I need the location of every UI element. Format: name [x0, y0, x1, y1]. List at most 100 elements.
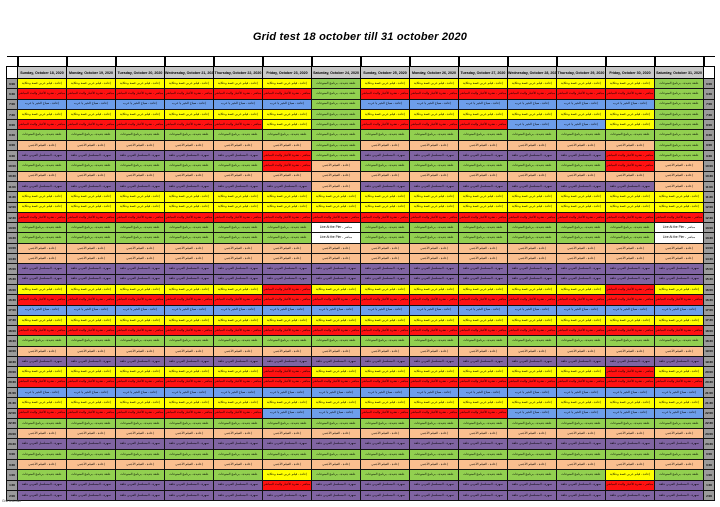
program-cell: إعادة - الفيلم الأجنبي [605, 458, 655, 471]
program-cell: إعادة - صباح الخير يا عرب [556, 119, 606, 131]
gap-day-segment [65, 56, 117, 67]
program-cell: حلقة جديدة - برنامج المنوعات [409, 335, 459, 347]
program-cell: إعادة - الفيلم الأجنبي [458, 345, 508, 358]
schedule-row: 20:30 مباشر - نشرة الأخبار والبث المباشر م… [6, 376, 715, 388]
program-cell: سهرة - المسلسل العربي حلقة [164, 150, 214, 162]
schedule-row: 13:00 حلقة جديدة - برنامج المنوعات حلقة جد… [6, 222, 715, 234]
time-label-right: 11:00 [703, 180, 715, 193]
program-cell: حلقة جديدة - برنامج المنوعات [458, 160, 508, 172]
program-cell: إعادة - فيلم عربي قصة وحكاية [262, 119, 312, 131]
program-cell: سهرة - المسلسل العربي حلقة [654, 273, 704, 285]
program-cell: مباشر - نشرة الأخبار والبث المباشر [507, 294, 557, 306]
schedule-grid-body: Sunday, October 18, 2020 Monday, October … [6, 56, 715, 502]
program-cell: إعادة - فيلم عربي قصة وحكاية [17, 191, 67, 203]
program-cell: إعادة - صباح الخير يا عرب [311, 304, 361, 316]
schedule-row: 22:00 مباشر - نشرة الأخبار والبث المباشر م… [6, 407, 715, 419]
program-cell: حلقة جديدة - برنامج المنوعات [409, 469, 459, 481]
program-cell: سهرة - المسلسل العربي حلقة [66, 489, 116, 502]
gap-corner-left [6, 56, 18, 67]
program-cell: حلقة جديدة - برنامج المنوعات [164, 335, 214, 347]
program-cell: إعادة - فيلم عربي قصة وحكاية [458, 201, 508, 213]
program-cell: إعادة - فيلم عربي قصة وحكاية [164, 283, 214, 296]
program-cell: حلقة جديدة - برنامج المنوعات [311, 77, 361, 90]
program-cell: إعادة - فيلم عربي قصة وحكاية [115, 366, 165, 378]
program-cell: إعادة - صباح الخير يا عرب [115, 304, 165, 316]
program-cell: سهرة - المسلسل العربي حلقة [654, 263, 704, 275]
program-cell: مباشر - نشرة الأخبار والبث المباشر [458, 407, 508, 419]
program-cell: حلقة جديدة - برنامج المنوعات [311, 150, 361, 162]
time-label-right: 12:30 [703, 211, 715, 224]
program-cell: سهرة - المسلسل العربي حلقة [115, 356, 165, 368]
program-cell: حلقة جديدة - برنامج المنوعات [654, 77, 704, 90]
program-cell: حلقة جديدة - برنامج المنوعات [17, 417, 67, 430]
program-cell: حلقة جديدة - برنامج المنوعات [556, 417, 606, 430]
program-cell: إعادة - الفيلم الأجنبي [654, 160, 704, 172]
gap-row [6, 56, 715, 67]
gap-day-segment [653, 56, 705, 67]
program-cell: إعادة - فيلم عربي قصة وحكاية [654, 191, 704, 203]
program-cell: إعادة - الفيلم الأجنبي [66, 345, 116, 358]
schedule-row: 14:00 إعادة - الفيلم الأجنبي إعادة - الفيل… [6, 242, 715, 255]
program-cell: حلقة جديدة - برنامج المنوعات [654, 417, 704, 430]
program-cell: سهرة - المسلسل العربي حلقة [17, 479, 67, 491]
program-cell: حلقة جديدة - برنامج المنوعات [360, 417, 410, 430]
time-label-left: 14:00 [6, 242, 18, 255]
time-label-right: 17:00 [703, 304, 715, 316]
day-header: Tuesday, October 27, 2020 [458, 66, 508, 79]
program-cell: إعادة - فيلم عربي قصة وحكاية [66, 366, 116, 378]
time-label-left: 8:00 [6, 119, 18, 131]
schedule-row: 7:00 إعادة - صباح الخير يا عرب إعادة - صبا… [6, 98, 715, 110]
program-cell: إعادة - صباح الخير يا عرب [556, 407, 606, 419]
program-cell: مباشر - نشرة الأخبار والبث المباشر [262, 325, 312, 337]
program-cell: سهرة - المسلسل العربي حلقة [164, 273, 214, 285]
time-label-left: 7:30 [6, 108, 18, 121]
program-cell: حلقة جديدة - برنامج المنوعات [66, 222, 116, 234]
program-cell: سهرة - المسلسل العربي حلقة [507, 438, 557, 450]
program-cell: إعادة - الفيلم الأجنبي [507, 345, 557, 358]
time-label-right: 21:30 [703, 397, 715, 409]
program-cell: حلقة جديدة - برنامج المنوعات [17, 160, 67, 172]
program-cell: مباشر - Live At the Pier [654, 232, 704, 244]
time-label-left: 21:30 [6, 397, 18, 409]
program-cell: مباشر - نشرة الأخبار والبث المباشر [115, 211, 165, 224]
program-cell: إعادة - فيلم عربي قصة وحكاية [409, 366, 459, 378]
program-cell: إعادة - الفيلم الأجنبي [66, 458, 116, 471]
program-cell: إعادة - الفيلم الأجنبي [262, 345, 312, 358]
program-cell: إعادة - صباح الخير يا عرب [605, 386, 655, 399]
program-cell: حلقة جديدة - برنامج المنوعات [654, 88, 704, 100]
program-cell: إعادة - فيلم عربي قصة وحكاية [360, 314, 410, 327]
program-cell: إعادة - فيلم عربي قصة وحكاية [654, 397, 704, 409]
program-cell: مباشر - Live At the Pier [311, 232, 361, 244]
program-cell: حلقة جديدة - برنامج المنوعات [164, 232, 214, 244]
program-cell: إعادة - الفيلم الأجنبي [311, 170, 361, 182]
program-cell: إعادة - فيلم عربي قصة وحكاية [262, 191, 312, 203]
program-cell: سهرة - المسلسل العربي حلقة [311, 438, 361, 450]
program-cell: إعادة - فيلم عربي قصة وحكاية [507, 397, 557, 409]
time-label-right: 22:30 [703, 417, 715, 430]
program-cell: إعادة - الفيلم الأجنبي [605, 428, 655, 440]
time-label-right: 14:00 [703, 242, 715, 255]
program-cell: حلقة جديدة - برنامج المنوعات [66, 129, 116, 141]
program-cell: حلقة جديدة - برنامج المنوعات [164, 469, 214, 481]
program-cell: مباشر - نشرة الأخبار والبث المباشر [262, 160, 312, 172]
program-cell: إعادة - فيلم عربي قصة وحكاية [605, 119, 655, 131]
program-cell: سهرة - المسلسل العربي حلقة [262, 180, 312, 193]
program-cell: إعادة - الفيلم الأجنبي [213, 428, 263, 440]
program-cell: حلقة جديدة - برنامج المنوعات [654, 119, 704, 131]
program-cell: حلقة جديدة - برنامج المنوعات [507, 129, 557, 141]
program-cell: مباشر - نشرة الأخبار والبث المباشر [115, 294, 165, 306]
program-cell: إعادة - صباح الخير يا عرب [458, 386, 508, 399]
program-cell: إعادة - فيلم عربي قصة وحكاية [556, 366, 606, 378]
program-cell: سهرة - المسلسل العربي حلقة [213, 438, 263, 450]
program-cell: مباشر - نشرة الأخبار والبث المباشر [66, 211, 116, 224]
schedule-row: 13:30 حلقة جديدة - برنامج المنوعات حلقة جد… [6, 232, 715, 244]
program-cell: إعادة - الفيلم الأجنبي [360, 253, 410, 265]
time-label-left: 16:00 [6, 283, 18, 296]
program-cell: سهرة - المسلسل العربي حلقة [360, 150, 410, 162]
program-cell: إعادة - صباح الخير يا عرب [654, 304, 704, 316]
program-cell: حلقة جديدة - برنامج المنوعات [654, 129, 704, 141]
time-label-right: 23:30 [703, 438, 715, 450]
program-cell: إعادة - فيلم عربي قصة وحكاية [556, 201, 606, 213]
program-cell: إعادة - الفيلم الأجنبي [409, 139, 459, 152]
program-cell: مباشر - نشرة الأخبار والبث المباشر [262, 366, 312, 378]
